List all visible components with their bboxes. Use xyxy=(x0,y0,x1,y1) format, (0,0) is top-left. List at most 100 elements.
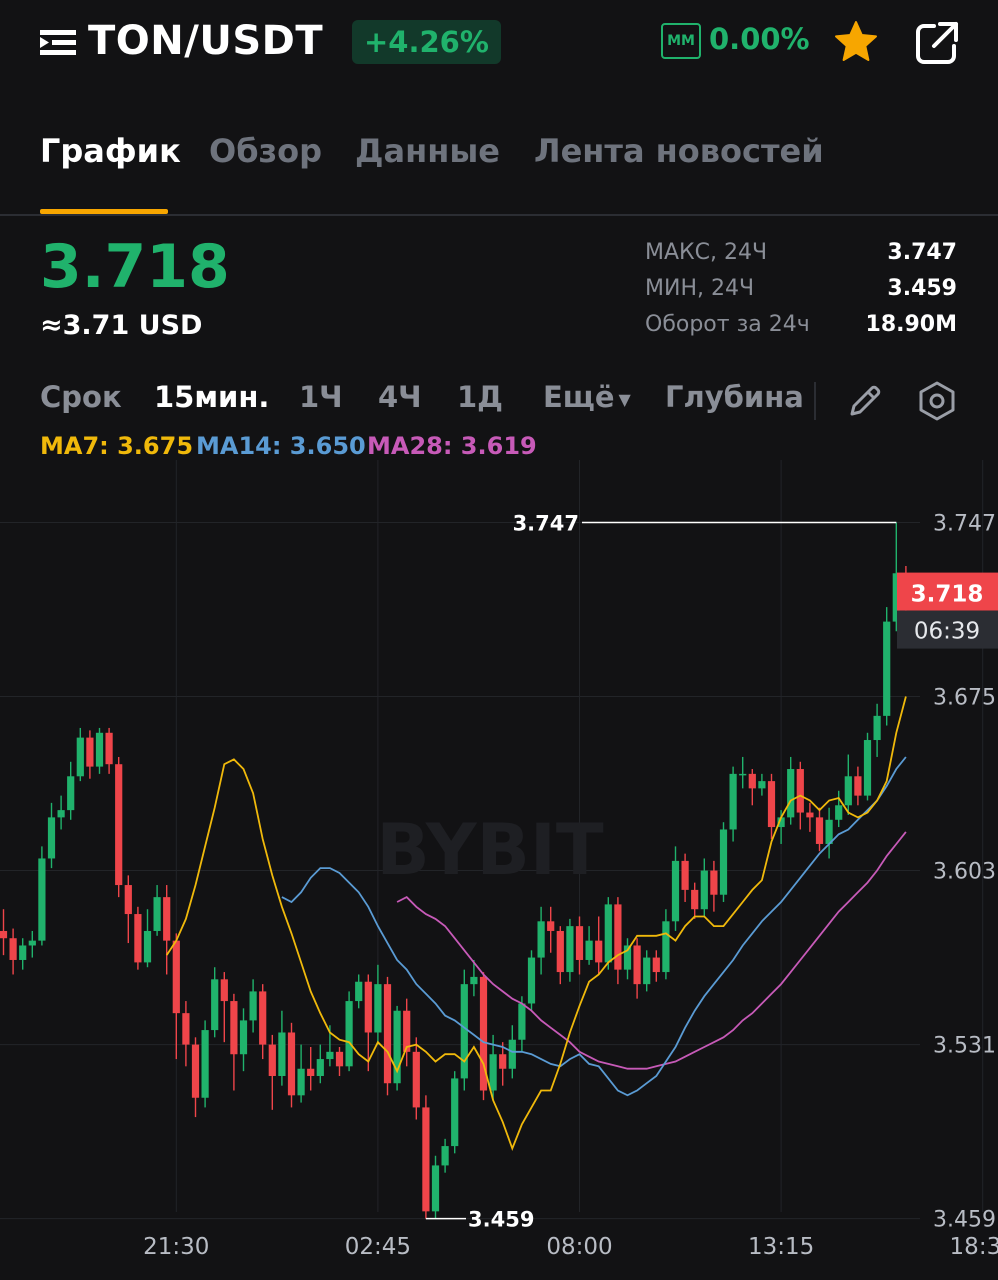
candle-body xyxy=(297,1068,305,1096)
candle-body xyxy=(393,1010,401,1084)
stat-high-label: МАКС, 24Ч xyxy=(645,240,768,265)
candle-body xyxy=(355,981,363,1002)
mm-icon[interactable]: MM xyxy=(661,23,701,59)
tab-chart[interactable]: График xyxy=(40,132,181,170)
y-tick-label: 3.531 xyxy=(933,1034,996,1059)
candle-body xyxy=(115,764,123,886)
candle-body xyxy=(652,957,660,973)
candle-body xyxy=(105,732,113,765)
change-badge: +4.26% xyxy=(352,20,501,64)
menu-icon[interactable] xyxy=(40,26,76,58)
interval-15m[interactable]: 15мин. xyxy=(154,380,270,414)
candle-body xyxy=(566,926,574,973)
interval-4h[interactable]: 4Ч xyxy=(378,380,422,414)
candle-body xyxy=(374,984,382,1033)
candle-body xyxy=(412,1051,420,1108)
candle-body xyxy=(211,979,219,1031)
candle-body xyxy=(239,1020,248,1055)
candle-body xyxy=(124,885,132,915)
candle-body xyxy=(172,940,180,1014)
candle-body xyxy=(758,781,766,789)
stat-low-value: 3.459 xyxy=(887,276,957,301)
candle-body xyxy=(873,715,881,741)
star-icon[interactable] xyxy=(832,18,880,66)
candle-body xyxy=(575,926,584,960)
candle-body xyxy=(748,773,756,789)
candle-body xyxy=(595,940,603,963)
candle-body xyxy=(470,976,478,985)
candle-body xyxy=(316,1059,324,1076)
y-tick-label: 3.603 xyxy=(933,860,996,885)
candle-body xyxy=(604,904,612,963)
candle-body xyxy=(249,991,257,1021)
candle-body xyxy=(441,1146,449,1166)
candle-body xyxy=(508,1039,516,1069)
stat-high-value: 3.747 xyxy=(887,240,957,265)
candle-body xyxy=(844,776,852,806)
candle-body xyxy=(76,737,84,777)
stat-turnover-label: Оборот за 24ч xyxy=(645,312,810,337)
candle-body xyxy=(719,829,728,895)
candle-body xyxy=(163,897,171,941)
ma14-line xyxy=(281,756,907,1097)
candle-body xyxy=(182,1013,190,1045)
candle-body xyxy=(134,914,142,963)
candle-body xyxy=(489,1054,497,1091)
candle-body xyxy=(643,957,651,985)
interval-more[interactable]: Ещё ▼ xyxy=(543,380,631,414)
candle-body xyxy=(326,1051,334,1060)
y-tick-label: 3.459 xyxy=(933,1208,996,1233)
candle-body xyxy=(806,812,814,818)
candle-body xyxy=(633,945,641,985)
candle-body xyxy=(815,817,824,844)
ma7-label: MA7: 3.675 xyxy=(40,432,194,460)
ma-lines xyxy=(165,696,907,1152)
candle-body xyxy=(191,1044,200,1098)
current-price-label: 3.718 xyxy=(911,582,984,608)
tab-overview[interactable]: Обзор xyxy=(209,132,323,170)
interval-1d[interactable]: 1Д xyxy=(457,380,504,414)
share-icon[interactable] xyxy=(914,20,960,66)
settings-icon[interactable] xyxy=(916,380,958,422)
ma28-line xyxy=(396,831,907,1070)
tab-data[interactable]: Данные xyxy=(355,132,500,170)
interval-more-label: Ещё xyxy=(543,380,615,414)
candle-body xyxy=(153,897,161,931)
candle-body xyxy=(518,1003,526,1040)
countdown-label: 06:39 xyxy=(914,619,980,645)
candle-body xyxy=(767,781,776,828)
candle-body xyxy=(787,769,795,818)
candle-body xyxy=(47,817,56,859)
candle-body xyxy=(460,984,468,1079)
caret-down-icon: ▼ xyxy=(618,389,631,409)
candle-body xyxy=(19,945,27,960)
candle-body xyxy=(623,945,632,970)
candle-body xyxy=(451,1078,459,1147)
last-price: 3.718 xyxy=(40,232,230,302)
candle-body xyxy=(9,938,17,960)
candle-body xyxy=(710,870,718,895)
tab-news[interactable]: Лента новостей xyxy=(534,132,824,170)
candlestick-chart[interactable]: BYBIT 3.747 3.459 3.718 06:39 3.747 3.675 3.6… xyxy=(0,460,998,1280)
current-price-tag xyxy=(897,572,998,611)
countdown-tag xyxy=(897,610,998,649)
candle-body xyxy=(220,979,228,1002)
pencil-icon[interactable] xyxy=(846,382,884,420)
stat-turnover-value: 18.90M xyxy=(865,312,957,337)
tab-active-indicator xyxy=(40,209,168,214)
usd-price: ≈3.71 USD xyxy=(40,310,203,341)
depth-button[interactable]: Глубина xyxy=(665,380,804,414)
candle-body xyxy=(67,776,75,811)
interval-1h[interactable]: 1Ч xyxy=(299,380,343,414)
stat-low-label: МИН, 24Ч xyxy=(645,276,755,301)
candle-body xyxy=(700,870,708,910)
candle-body xyxy=(796,769,804,813)
candle-body xyxy=(307,1068,315,1076)
watermark: BYBIT xyxy=(376,809,604,891)
pair-title[interactable]: TON/USDT xyxy=(88,18,324,64)
candle-body xyxy=(537,921,545,958)
candle-body xyxy=(547,921,555,931)
low-marker-label: 3.459 xyxy=(468,1208,534,1232)
candle-body xyxy=(691,889,699,910)
mm-value[interactable]: 0.00% xyxy=(709,22,810,56)
